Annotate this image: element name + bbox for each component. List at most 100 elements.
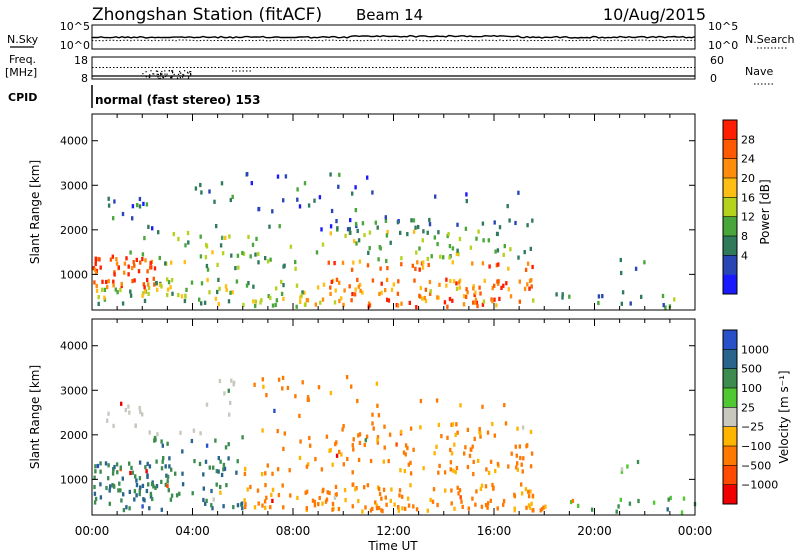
power-cell bbox=[330, 279, 333, 284]
power-cell bbox=[379, 246, 382, 251]
velocity-cell bbox=[325, 434, 329, 439]
velocity-cell bbox=[219, 490, 222, 495]
velocity-cell bbox=[204, 501, 207, 506]
velocity-cell bbox=[451, 422, 455, 427]
velocity-cell bbox=[165, 473, 168, 478]
power-cell bbox=[129, 250, 132, 255]
velocity-cell bbox=[458, 488, 462, 493]
velocity-cell bbox=[286, 385, 290, 390]
velocity-cell bbox=[262, 384, 265, 389]
velocity-cell bbox=[162, 456, 165, 461]
velocity-cell bbox=[141, 504, 144, 509]
power-cell bbox=[458, 285, 461, 290]
velocity-cell bbox=[217, 469, 220, 474]
power-cell bbox=[138, 196, 142, 202]
velocity-cell bbox=[222, 467, 225, 472]
power-cell bbox=[116, 290, 119, 295]
power-cell bbox=[153, 266, 157, 271]
velocity-cell bbox=[507, 464, 510, 469]
velocity-cell bbox=[167, 488, 170, 493]
power-cell bbox=[477, 229, 480, 234]
colorbar-swatch bbox=[723, 349, 737, 369]
velocity-cell bbox=[96, 463, 100, 469]
velocity-cell bbox=[306, 397, 310, 402]
power-colorbar-tick-label: 8 bbox=[741, 230, 748, 243]
velocity-cell bbox=[338, 449, 341, 454]
velocity-cell bbox=[134, 474, 137, 479]
power-cell bbox=[344, 233, 347, 238]
velocity-cell bbox=[620, 467, 624, 472]
power-cell bbox=[137, 269, 141, 274]
velocity-cell bbox=[212, 497, 215, 502]
velocity-cell bbox=[223, 391, 226, 396]
velocity-cell bbox=[170, 467, 173, 472]
velocity-cell bbox=[422, 466, 425, 471]
velocity-cell bbox=[119, 488, 122, 493]
velocity-cell bbox=[515, 453, 518, 458]
power-cell bbox=[115, 257, 118, 262]
velocity-cell bbox=[485, 467, 488, 472]
velocity-cell bbox=[409, 471, 413, 476]
velocity-cell bbox=[271, 487, 275, 492]
power-cell bbox=[224, 235, 227, 240]
velocity-cell bbox=[128, 461, 131, 466]
power-cell bbox=[368, 246, 371, 251]
velocity-cell bbox=[544, 504, 547, 509]
power-cell bbox=[153, 282, 156, 287]
velocity-cell bbox=[363, 485, 366, 490]
power-cell bbox=[214, 296, 218, 301]
power-cell bbox=[389, 240, 392, 245]
power-cell bbox=[353, 292, 357, 297]
velocity-cell bbox=[141, 412, 144, 417]
velocity-cell bbox=[440, 434, 443, 439]
power-cell bbox=[217, 302, 220, 307]
power-cell bbox=[351, 191, 354, 196]
power-cell bbox=[322, 282, 326, 287]
freq-dot bbox=[188, 76, 190, 78]
velocity-cell bbox=[193, 459, 196, 464]
velocity-cell bbox=[149, 491, 153, 496]
velocity-cell bbox=[308, 435, 311, 441]
freq-dot bbox=[158, 77, 160, 79]
velocity-cell bbox=[453, 442, 456, 447]
velocity-cell bbox=[264, 483, 267, 488]
power-cell bbox=[186, 230, 190, 236]
freq-dot bbox=[159, 75, 162, 77]
velocity-cell bbox=[328, 490, 331, 496]
power-cell bbox=[505, 281, 508, 286]
power-cell bbox=[469, 245, 473, 250]
power-cell bbox=[242, 251, 246, 256]
power-cell bbox=[99, 265, 102, 270]
velocity-cell bbox=[273, 408, 276, 413]
power-cell bbox=[465, 287, 468, 292]
velocity-cell bbox=[479, 431, 482, 436]
power-cell bbox=[361, 290, 364, 295]
power-cell bbox=[170, 278, 174, 283]
freq-dot bbox=[190, 74, 192, 76]
power-cell bbox=[257, 251, 260, 257]
velocity-cell bbox=[402, 450, 406, 455]
velocity-cell bbox=[525, 505, 528, 510]
power-cell bbox=[408, 300, 411, 305]
velocity-cell bbox=[208, 465, 211, 470]
velocity-cell bbox=[329, 390, 333, 396]
velocity-cell bbox=[179, 430, 182, 435]
power-cell bbox=[399, 230, 402, 235]
velocity-cell bbox=[470, 447, 473, 452]
velocity-cell bbox=[341, 427, 344, 432]
velocity-cell bbox=[471, 444, 474, 449]
colorbar-swatch bbox=[723, 426, 737, 447]
velocity-cell bbox=[116, 470, 119, 475]
power-cell bbox=[498, 296, 501, 301]
velocity-cell bbox=[169, 497, 173, 502]
velocity-cell bbox=[484, 484, 488, 489]
power-cell bbox=[465, 199, 468, 204]
velocity-cell bbox=[406, 446, 409, 451]
velocity-cell bbox=[122, 492, 125, 497]
velocity-cell bbox=[491, 421, 494, 427]
velocity-cell bbox=[314, 457, 317, 462]
freq-dot bbox=[171, 75, 173, 77]
power-cell bbox=[225, 287, 228, 292]
power-cell bbox=[526, 282, 529, 287]
velocity-cell bbox=[244, 504, 247, 510]
